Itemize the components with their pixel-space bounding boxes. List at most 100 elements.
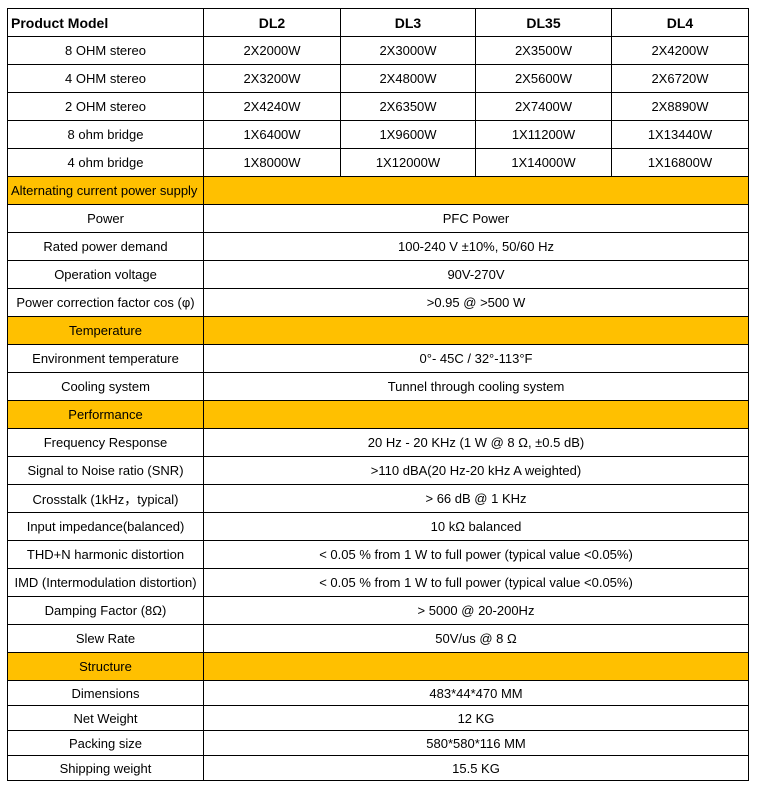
spec-label: Crosstalk (1kHz，typical) — [7, 484, 204, 513]
power-value: 1X8000W — [203, 148, 341, 177]
section-title: Temperature — [7, 316, 204, 345]
section-header-temp: Temperature — [7, 316, 749, 345]
spec-row: Operation voltage 90V-270V — [7, 260, 749, 289]
spec-row: Frequency Response 20 Hz - 20 KHz (1 W @ … — [7, 428, 749, 457]
spec-value: >0.95 @ >500 W — [203, 288, 749, 317]
power-value: 2X7400W — [475, 92, 612, 121]
spec-label: Environment temperature — [7, 344, 204, 373]
section-fill — [203, 652, 749, 681]
power-value: 1X13440W — [611, 120, 749, 149]
power-row: 8 ohm bridge 1X6400W 1X9600W 1X11200W 1X1344… — [7, 120, 749, 149]
spec-value: 483*44*470 MM — [203, 680, 749, 706]
spec-label: IMD (Intermodulation distortion) — [7, 568, 204, 597]
spec-row: Crosstalk (1kHz，typical) > 66 dB @ 1 KHz — [7, 484, 749, 513]
spec-label: THD+N harmonic distortion — [7, 540, 204, 569]
section-fill — [203, 176, 749, 205]
spec-label: Packing size — [7, 730, 204, 756]
spec-value: Tunnel through cooling system — [203, 372, 749, 401]
spec-label: Dimensions — [7, 680, 204, 706]
spec-value: < 0.05 % from 1 W to full power (typical… — [203, 568, 749, 597]
spec-row: Shipping weight 15.5 KG — [7, 755, 749, 781]
power-value: 2X3200W — [203, 64, 341, 93]
spec-row: Power PFC Power — [7, 204, 749, 233]
spec-value: > 5000 @ 20-200Hz — [203, 596, 749, 625]
section-header-ac: Alternating current power supply — [7, 176, 749, 205]
model-header-dl4: DL4 — [611, 8, 749, 37]
power-value: 1X11200W — [475, 120, 612, 149]
power-value: 2X5600W — [475, 64, 612, 93]
section-title: Performance — [7, 400, 204, 429]
spec-value: 0°- 45C / 32°-113°F — [203, 344, 749, 373]
spec-value: 12 KG — [203, 705, 749, 731]
model-header-dl3: DL3 — [340, 8, 476, 37]
spec-row: Net Weight 12 KG — [7, 705, 749, 731]
section-fill — [203, 316, 749, 345]
row-label: 2 OHM stereo — [7, 92, 204, 121]
spec-label: Power — [7, 204, 204, 233]
header-row: Product Model DL2 DL3 DL35 DL4 — [7, 8, 749, 37]
spec-label: Rated power demand — [7, 232, 204, 261]
power-value: 2X2000W — [203, 36, 341, 65]
spec-value: < 0.05 % from 1 W to full power (typical… — [203, 540, 749, 569]
row-label: 8 OHM stereo — [7, 36, 204, 65]
power-value: 2X8890W — [611, 92, 749, 121]
spec-label: Shipping weight — [7, 755, 204, 781]
spec-label: Operation voltage — [7, 260, 204, 289]
spec-row: Environment temperature 0°- 45C / 32°-113… — [7, 344, 749, 373]
model-header-dl35: DL35 — [475, 8, 612, 37]
section-header-perf: Performance — [7, 400, 749, 429]
spec-value: 15.5 KG — [203, 755, 749, 781]
power-value: 1X6400W — [203, 120, 341, 149]
spec-value: 100-240 V ±10%, 50/60 Hz — [203, 232, 749, 261]
spec-value: 10 kΩ balanced — [203, 512, 749, 541]
spec-label: Cooling system — [7, 372, 204, 401]
spec-label: Signal to Noise ratio (SNR) — [7, 456, 204, 485]
power-value: 1X14000W — [475, 148, 612, 177]
section-header-struct: Structure — [7, 652, 749, 681]
power-value: 2X3500W — [475, 36, 612, 65]
power-row: 4 OHM stereo 2X3200W 2X4800W 2X5600W 2X6720W — [7, 64, 749, 93]
spec-row: IMD (Intermodulation distortion) < 0.05 %… — [7, 568, 749, 597]
spec-row: Input impedance(balanced) 10 kΩ balanced — [7, 512, 749, 541]
power-value: 2X4240W — [203, 92, 341, 121]
spec-value: PFC Power — [203, 204, 749, 233]
spec-row: Dimensions 483*44*470 MM — [7, 680, 749, 706]
power-row: 4 ohm bridge 1X8000W 1X12000W 1X14000W 1X168… — [7, 148, 749, 177]
spec-row: Rated power demand 100-240 V ±10%, 50/60 … — [7, 232, 749, 261]
spec-value: 580*580*116 MM — [203, 730, 749, 756]
spec-row: Signal to Noise ratio (SNR) >110 dBA(20 H… — [7, 456, 749, 485]
power-value: 2X6720W — [611, 64, 749, 93]
spec-label: Frequency Response — [7, 428, 204, 457]
spec-value: >110 dBA(20 Hz-20 kHz A weighted) — [203, 456, 749, 485]
power-row: 2 OHM stereo 2X4240W 2X6350W 2X7400W 2X8890W — [7, 92, 749, 121]
section-fill — [203, 400, 749, 429]
spec-row: Packing size 580*580*116 MM — [7, 730, 749, 756]
spec-value: 90V-270V — [203, 260, 749, 289]
spec-label: Damping Factor (8Ω) — [7, 596, 204, 625]
row-label: 8 ohm bridge — [7, 120, 204, 149]
spec-row: Slew Rate 50V/us @ 8 Ω — [7, 624, 749, 653]
spec-table: Product Model DL2 DL3 DL35 DL4 8 OHM ste… — [7, 8, 749, 781]
spec-row: THD+N harmonic distortion < 0.05 % from 1… — [7, 540, 749, 569]
power-value: 1X16800W — [611, 148, 749, 177]
section-title: Structure — [7, 652, 204, 681]
spec-value: 50V/us @ 8 Ω — [203, 624, 749, 653]
row-label: 4 OHM stereo — [7, 64, 204, 93]
spec-label: Input impedance(balanced) — [7, 512, 204, 541]
spec-label: Net Weight — [7, 705, 204, 731]
power-value: 1X12000W — [340, 148, 476, 177]
spec-row: Damping Factor (8Ω) > 5000 @ 20-200Hz — [7, 596, 749, 625]
power-value: 2X4800W — [340, 64, 476, 93]
spec-row: Power correction factor cos (φ) >0.95 @ >… — [7, 288, 749, 317]
spec-row: Cooling system Tunnel through cooling sys… — [7, 372, 749, 401]
row-label: 4 ohm bridge — [7, 148, 204, 177]
power-value: 1X9600W — [340, 120, 476, 149]
power-value: 2X6350W — [340, 92, 476, 121]
product-model-header: Product Model — [7, 8, 204, 37]
power-row: 8 OHM stereo 2X2000W 2X3000W 2X3500W 2X4200W — [7, 36, 749, 65]
section-title: Alternating current power supply — [7, 176, 204, 205]
spec-label: Slew Rate — [7, 624, 204, 653]
spec-value: 20 Hz - 20 KHz (1 W @ 8 Ω, ±0.5 dB) — [203, 428, 749, 457]
power-value: 2X3000W — [340, 36, 476, 65]
power-value: 2X4200W — [611, 36, 749, 65]
